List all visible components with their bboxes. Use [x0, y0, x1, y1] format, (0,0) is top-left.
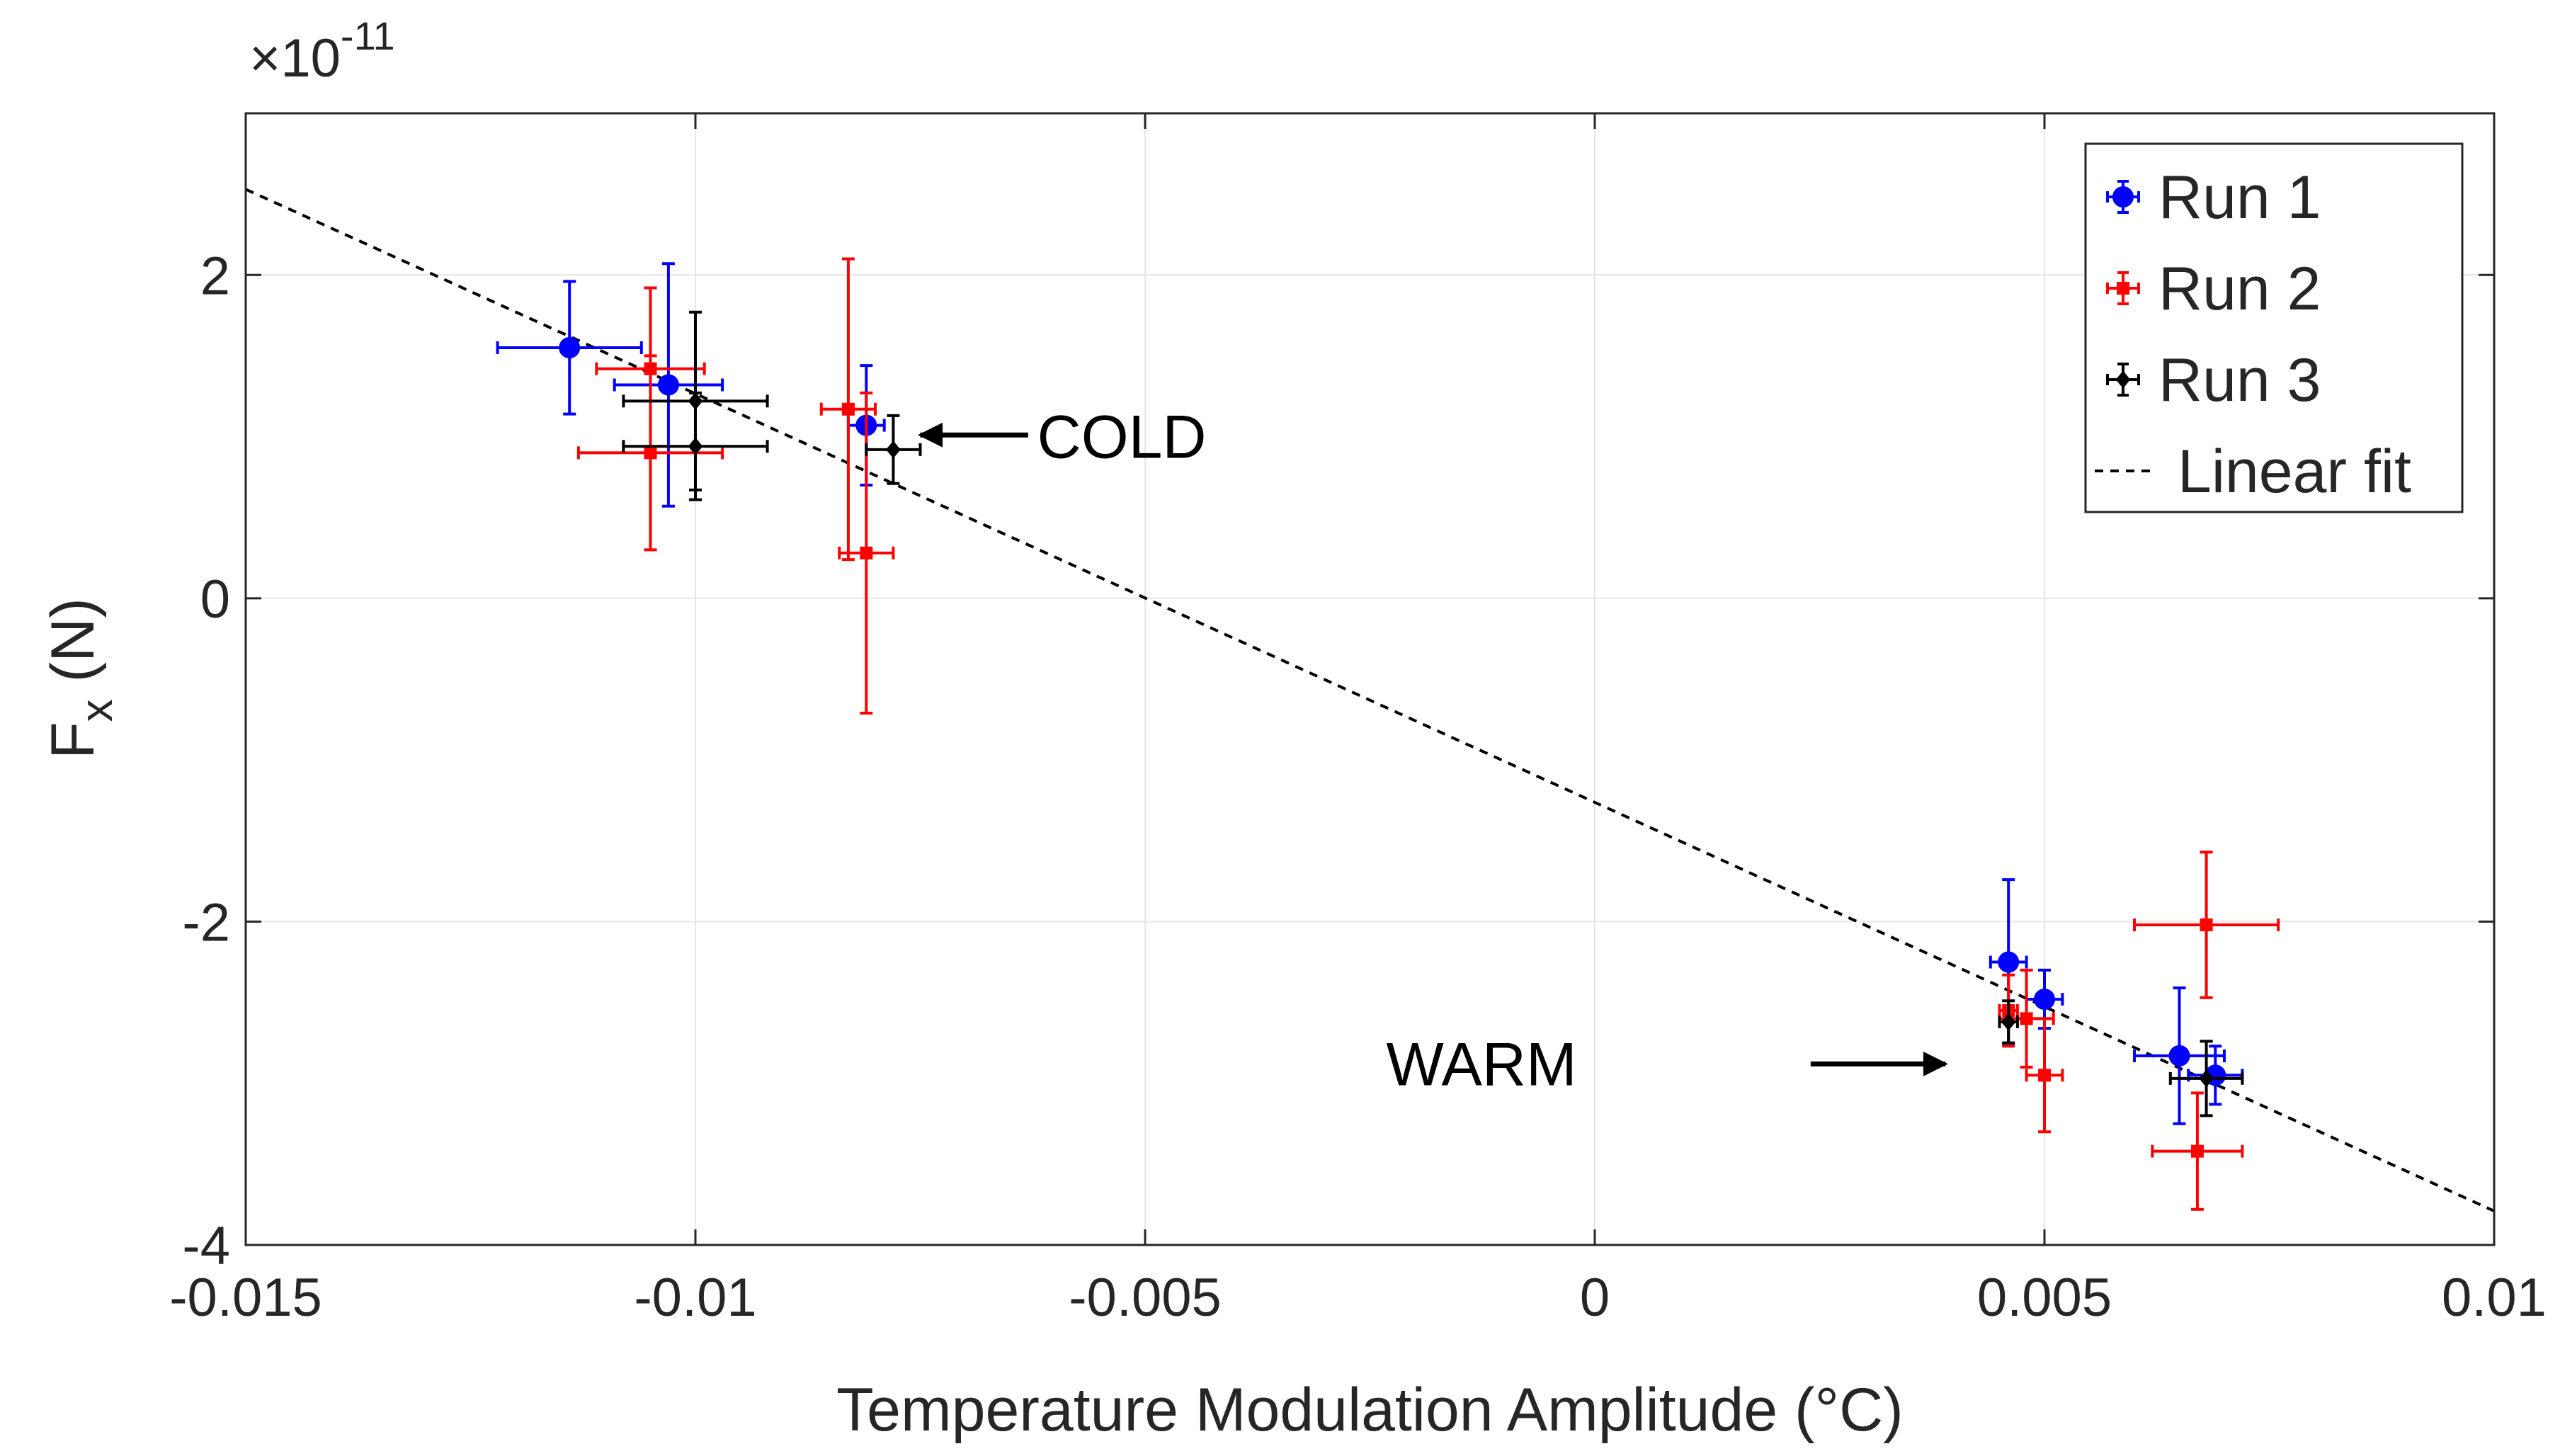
fit-layer: [245, 188, 2495, 1212]
legend-entry: Linear fit: [2095, 438, 2411, 506]
legend-label: Run 2: [2158, 255, 2321, 323]
x-tick-label: 0.01: [2442, 1268, 2547, 1328]
data-point: [496, 280, 643, 416]
x-tick-label: 0: [1580, 1268, 1610, 1328]
legend-entry: Run 1: [2106, 164, 2321, 232]
y-axis-label: Fx (N): [39, 598, 122, 759]
point-marker: [841, 402, 855, 416]
data-point: [622, 391, 769, 501]
y-exponent-power: -11: [341, 13, 395, 58]
legend-label: Run 1: [2158, 164, 2321, 232]
point-marker: [2020, 1012, 2033, 1025]
y-tick-label: -2: [182, 892, 230, 952]
legend: Run 1 Run 2 Run 3 Linear fit: [2084, 142, 2464, 513]
y-tick-label: -4: [182, 1216, 230, 1276]
point-marker: [1998, 951, 2020, 973]
series-run-3: [622, 310, 2244, 1117]
y-tick-label: 0: [200, 569, 230, 630]
point-marker: [688, 437, 703, 455]
legend-entry: Run 2: [2106, 255, 2321, 323]
point-marker: [2038, 1069, 2051, 1082]
point-marker: [886, 440, 901, 459]
legend-marker: [2115, 370, 2131, 389]
annotation-label: COLD: [1037, 404, 1207, 472]
point-marker: [2200, 918, 2213, 931]
point-marker: [2190, 1144, 2204, 1158]
point-marker: [559, 337, 581, 359]
x-tick-label: -0.005: [1069, 1268, 1222, 1328]
data-point: [1998, 999, 2019, 1045]
legend-box: [2084, 142, 2464, 513]
linear-fit-line: [245, 188, 2495, 1212]
x-axis-label: Temperature Modulation Amplitude (°C): [836, 1376, 1904, 1444]
annotation-label: WARM: [1387, 1030, 1577, 1098]
point-marker: [2034, 989, 2055, 1011]
point-marker: [2199, 1069, 2214, 1088]
point-marker: [657, 374, 679, 396]
point-marker: [644, 446, 657, 460]
axes-box: [244, 112, 2496, 1246]
x-tick-label: -0.01: [634, 1268, 756, 1328]
data-point: [613, 262, 724, 508]
legend-label: Linear fit: [2178, 438, 2411, 506]
legend-marker: [2117, 282, 2129, 295]
legend-entry: Run 3: [2106, 346, 2321, 414]
point-marker: [860, 546, 873, 559]
data-point: [2025, 1017, 2064, 1134]
data-point: [2133, 986, 2226, 1125]
annotations: COLD WARM: [918, 404, 1948, 1098]
data-point: [2151, 1091, 2244, 1211]
y-exponent-label: ×10-11: [249, 13, 395, 89]
annotation-warm: WARM: [1387, 1030, 1948, 1098]
x-tick-label: -0.015: [169, 1268, 322, 1328]
annotation-cold: COLD: [918, 404, 1207, 472]
point-marker: [2001, 1013, 2016, 1031]
series-run-2: [576, 257, 2280, 1211]
x-tick-label: 0.005: [1977, 1268, 2112, 1328]
legend-marker: [2112, 186, 2134, 207]
data-point: [2168, 1040, 2244, 1117]
data-point: [2133, 851, 2280, 999]
legend-label: Run 3: [2158, 346, 2321, 414]
data-point: [576, 354, 724, 552]
data-points: [496, 257, 2280, 1211]
point-marker: [2168, 1045, 2190, 1067]
y-tick-label: 2: [200, 246, 230, 306]
data-point: [819, 257, 877, 562]
